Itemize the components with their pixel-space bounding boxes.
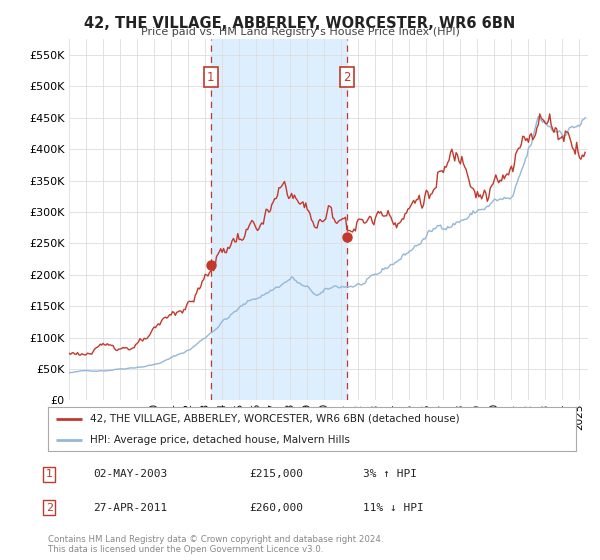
- Text: 3% ↑ HPI: 3% ↑ HPI: [363, 469, 417, 479]
- Text: 42, THE VILLAGE, ABBERLEY, WORCESTER, WR6 6BN: 42, THE VILLAGE, ABBERLEY, WORCESTER, WR…: [85, 16, 515, 31]
- Text: 02-MAY-2003: 02-MAY-2003: [93, 469, 167, 479]
- Text: 1: 1: [46, 469, 53, 479]
- Text: 1: 1: [207, 71, 214, 83]
- Text: Price paid vs. HM Land Registry's House Price Index (HPI): Price paid vs. HM Land Registry's House …: [140, 27, 460, 37]
- Text: 11% ↓ HPI: 11% ↓ HPI: [363, 503, 424, 513]
- Text: Contains HM Land Registry data © Crown copyright and database right 2024.: Contains HM Land Registry data © Crown c…: [48, 535, 383, 544]
- Bar: [211, 39, 347, 400]
- Text: £215,000: £215,000: [249, 469, 303, 479]
- Text: £260,000: £260,000: [249, 503, 303, 513]
- Text: 42, THE VILLAGE, ABBERLEY, WORCESTER, WR6 6BN (detached house): 42, THE VILLAGE, ABBERLEY, WORCESTER, WR…: [90, 414, 460, 424]
- Text: HPI: Average price, detached house, Malvern Hills: HPI: Average price, detached house, Malv…: [90, 435, 350, 445]
- Text: 2: 2: [343, 71, 350, 83]
- Text: This data is licensed under the Open Government Licence v3.0.: This data is licensed under the Open Gov…: [48, 545, 323, 554]
- Text: 2: 2: [46, 503, 53, 513]
- Text: 27-APR-2011: 27-APR-2011: [93, 503, 167, 513]
